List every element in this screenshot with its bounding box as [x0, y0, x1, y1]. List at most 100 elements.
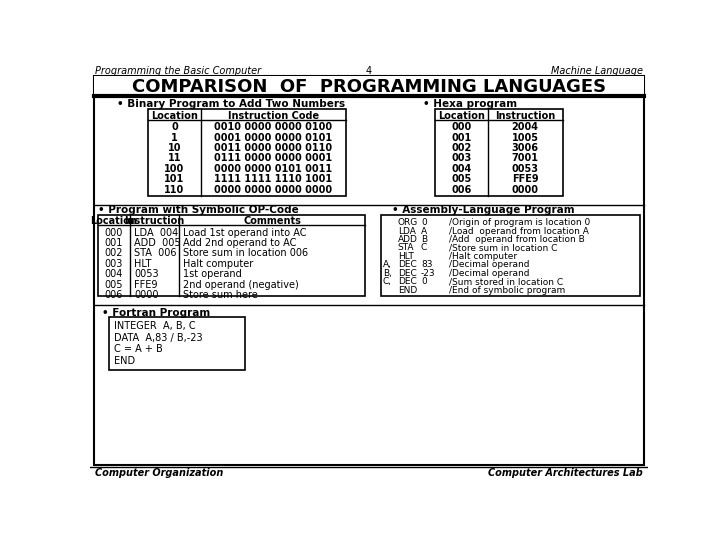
Text: 0000: 0000	[512, 185, 539, 194]
Text: DEC: DEC	[397, 278, 416, 286]
Text: Machine Language: Machine Language	[551, 66, 642, 76]
Bar	[148, 110, 346, 195]
Text: LDA: LDA	[397, 226, 415, 235]
Text: Store sum here: Store sum here	[183, 290, 258, 300]
Text: 1005: 1005	[512, 132, 539, 143]
Text: -23: -23	[421, 269, 436, 278]
Text: 002: 002	[451, 143, 472, 153]
Text: 83: 83	[421, 260, 433, 269]
Text: /Store sum in location C: /Store sum in location C	[449, 244, 557, 252]
Text: 0111 0000 0000 0001: 0111 0000 0000 0001	[215, 153, 333, 163]
Text: 0053: 0053	[134, 269, 159, 279]
Bar	[381, 215, 640, 296]
Text: ADD  005: ADD 005	[134, 238, 181, 248]
Text: Location: Location	[151, 111, 198, 121]
Text: 006: 006	[105, 290, 123, 300]
Text: 10: 10	[168, 143, 181, 153]
Text: Halt computer: Halt computer	[183, 259, 253, 269]
Text: 001: 001	[451, 132, 472, 143]
Text: • Fortran Program: • Fortran Program	[102, 308, 210, 318]
Text: /End of symbolic program: /End of symbolic program	[449, 286, 565, 295]
Text: 1: 1	[171, 132, 178, 143]
Text: ADD: ADD	[397, 235, 418, 244]
Text: 2004: 2004	[512, 122, 539, 132]
Text: 4: 4	[366, 66, 372, 76]
Text: 002: 002	[105, 248, 123, 259]
Text: STA  006: STA 006	[134, 248, 176, 259]
Text: Instruction Code: Instruction Code	[228, 111, 319, 121]
Text: Programming the Basic Computer: Programming the Basic Computer	[96, 66, 261, 76]
Text: 000: 000	[105, 228, 123, 238]
Text: 110: 110	[164, 185, 184, 194]
Text: 2nd operand (negative): 2nd operand (negative)	[183, 280, 299, 289]
Text: FFE9: FFE9	[512, 174, 539, 184]
Text: Add 2nd operand to AC: Add 2nd operand to AC	[183, 238, 297, 248]
Text: 006: 006	[451, 185, 472, 194]
Text: /Origin of program is location 0: /Origin of program is location 0	[449, 218, 590, 227]
Text: B,: B,	[383, 269, 392, 278]
Text: 1st operand: 1st operand	[183, 269, 242, 279]
Text: 0: 0	[421, 278, 427, 286]
Text: A,: A,	[383, 260, 392, 269]
Text: HLT: HLT	[397, 252, 413, 261]
Text: 000: 000	[451, 122, 472, 132]
Text: DATA  A,83 / B,-23: DATA A,83 / B,-23	[114, 333, 202, 343]
Text: 0: 0	[171, 122, 178, 132]
Text: INTEGER  A, B, C: INTEGER A, B, C	[114, 321, 196, 331]
Text: ORG: ORG	[397, 218, 418, 227]
Text: • Hexa program: • Hexa program	[423, 99, 517, 110]
Text: END: END	[114, 356, 135, 366]
Text: HLT: HLT	[134, 259, 151, 269]
Text: /Load  operand from location A: /Load operand from location A	[449, 226, 589, 235]
Text: • Program with Symbolic OP-Code: • Program with Symbolic OP-Code	[98, 205, 299, 215]
Text: /Halt computer: /Halt computer	[449, 252, 517, 261]
Bar	[98, 215, 365, 296]
Text: 0000 0000 0101 0011: 0000 0000 0101 0011	[215, 164, 333, 174]
Text: • Binary Program to Add Two Numbers: • Binary Program to Add Two Numbers	[117, 99, 346, 110]
Text: B: B	[421, 235, 427, 244]
Text: LDA  004: LDA 004	[134, 228, 179, 238]
Text: STA: STA	[397, 244, 414, 252]
Text: 0000 0000 0000 0000: 0000 0000 0000 0000	[215, 185, 333, 194]
Text: 7001: 7001	[512, 153, 539, 163]
Text: 0: 0	[421, 218, 427, 227]
Text: C = A + B: C = A + B	[114, 345, 163, 354]
Text: 0010 0000 0000 0100: 0010 0000 0000 0100	[215, 122, 333, 132]
Text: 11: 11	[168, 153, 181, 163]
Text: DEC: DEC	[397, 269, 416, 278]
Text: 100: 100	[164, 164, 184, 174]
Text: 3006: 3006	[512, 143, 539, 153]
Text: Computer Organization: Computer Organization	[96, 468, 224, 478]
Text: 0053: 0053	[512, 164, 539, 174]
Text: 0000: 0000	[134, 290, 158, 300]
Text: /Decimal operand: /Decimal operand	[449, 269, 529, 278]
Text: Location: Location	[438, 111, 485, 121]
Text: 0011 0000 0000 0110: 0011 0000 0000 0110	[215, 143, 333, 153]
Text: COMPARISON  OF  PROGRAMMING LANGUAGES: COMPARISON OF PROGRAMMING LANGUAGES	[132, 78, 606, 96]
Text: C: C	[421, 244, 427, 252]
Bar	[94, 76, 644, 96]
Text: 004: 004	[451, 164, 472, 174]
Bar	[109, 318, 245, 370]
Text: /Sum stored in location C: /Sum stored in location C	[449, 278, 563, 286]
Text: FFE9: FFE9	[134, 280, 158, 289]
Text: Instruction: Instruction	[495, 111, 555, 121]
Text: /Decimal operand: /Decimal operand	[449, 260, 529, 269]
Text: END: END	[397, 286, 417, 295]
Text: 001: 001	[105, 238, 123, 248]
Text: C,: C,	[383, 278, 392, 286]
Text: 0001 0000 0000 0101: 0001 0000 0000 0101	[215, 132, 333, 143]
Text: Location: Location	[91, 217, 138, 226]
Text: A: A	[421, 226, 427, 235]
Text: /Add  operand from location B: /Add operand from location B	[449, 235, 585, 244]
Text: 005: 005	[105, 280, 123, 289]
Text: 101: 101	[164, 174, 184, 184]
Text: 004: 004	[105, 269, 123, 279]
Text: 003: 003	[451, 153, 472, 163]
Text: 003: 003	[105, 259, 123, 269]
Text: 1111 1111 1110 1001: 1111 1111 1110 1001	[215, 174, 333, 184]
Text: Computer Architectures Lab: Computer Architectures Lab	[488, 468, 642, 478]
Text: DEC: DEC	[397, 260, 416, 269]
Text: 005: 005	[451, 174, 472, 184]
Text: • Assembly-Language Program: • Assembly-Language Program	[392, 205, 575, 215]
